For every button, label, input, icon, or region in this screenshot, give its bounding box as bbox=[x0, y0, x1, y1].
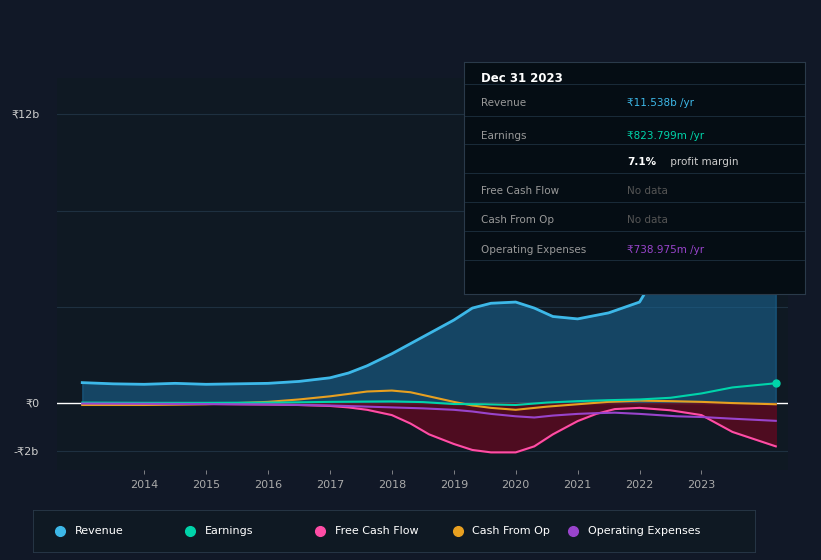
Text: Operating Expenses: Operating Expenses bbox=[588, 526, 700, 535]
Text: No data: No data bbox=[627, 186, 668, 196]
Text: Dec 31 2023: Dec 31 2023 bbox=[481, 72, 562, 85]
Text: ₹12b: ₹12b bbox=[11, 109, 39, 119]
Text: ₹823.799m /yr: ₹823.799m /yr bbox=[627, 132, 704, 141]
Text: Revenue: Revenue bbox=[75, 526, 123, 535]
Text: ₹738.975m /yr: ₹738.975m /yr bbox=[627, 245, 704, 255]
Text: Free Cash Flow: Free Cash Flow bbox=[481, 186, 559, 196]
Text: Revenue: Revenue bbox=[481, 97, 526, 108]
Text: Cash From Op: Cash From Op bbox=[472, 526, 550, 535]
Text: ₹0: ₹0 bbox=[25, 398, 39, 408]
Text: Cash From Op: Cash From Op bbox=[481, 215, 554, 225]
Text: Earnings: Earnings bbox=[204, 526, 254, 535]
Text: Operating Expenses: Operating Expenses bbox=[481, 245, 586, 255]
Text: -₹2b: -₹2b bbox=[14, 446, 39, 456]
Text: Free Cash Flow: Free Cash Flow bbox=[335, 526, 419, 535]
Text: profit margin: profit margin bbox=[667, 157, 738, 167]
Text: Earnings: Earnings bbox=[481, 132, 526, 141]
Text: ₹11.538b /yr: ₹11.538b /yr bbox=[627, 97, 695, 108]
Text: 7.1%: 7.1% bbox=[627, 157, 657, 167]
Text: No data: No data bbox=[627, 215, 668, 225]
